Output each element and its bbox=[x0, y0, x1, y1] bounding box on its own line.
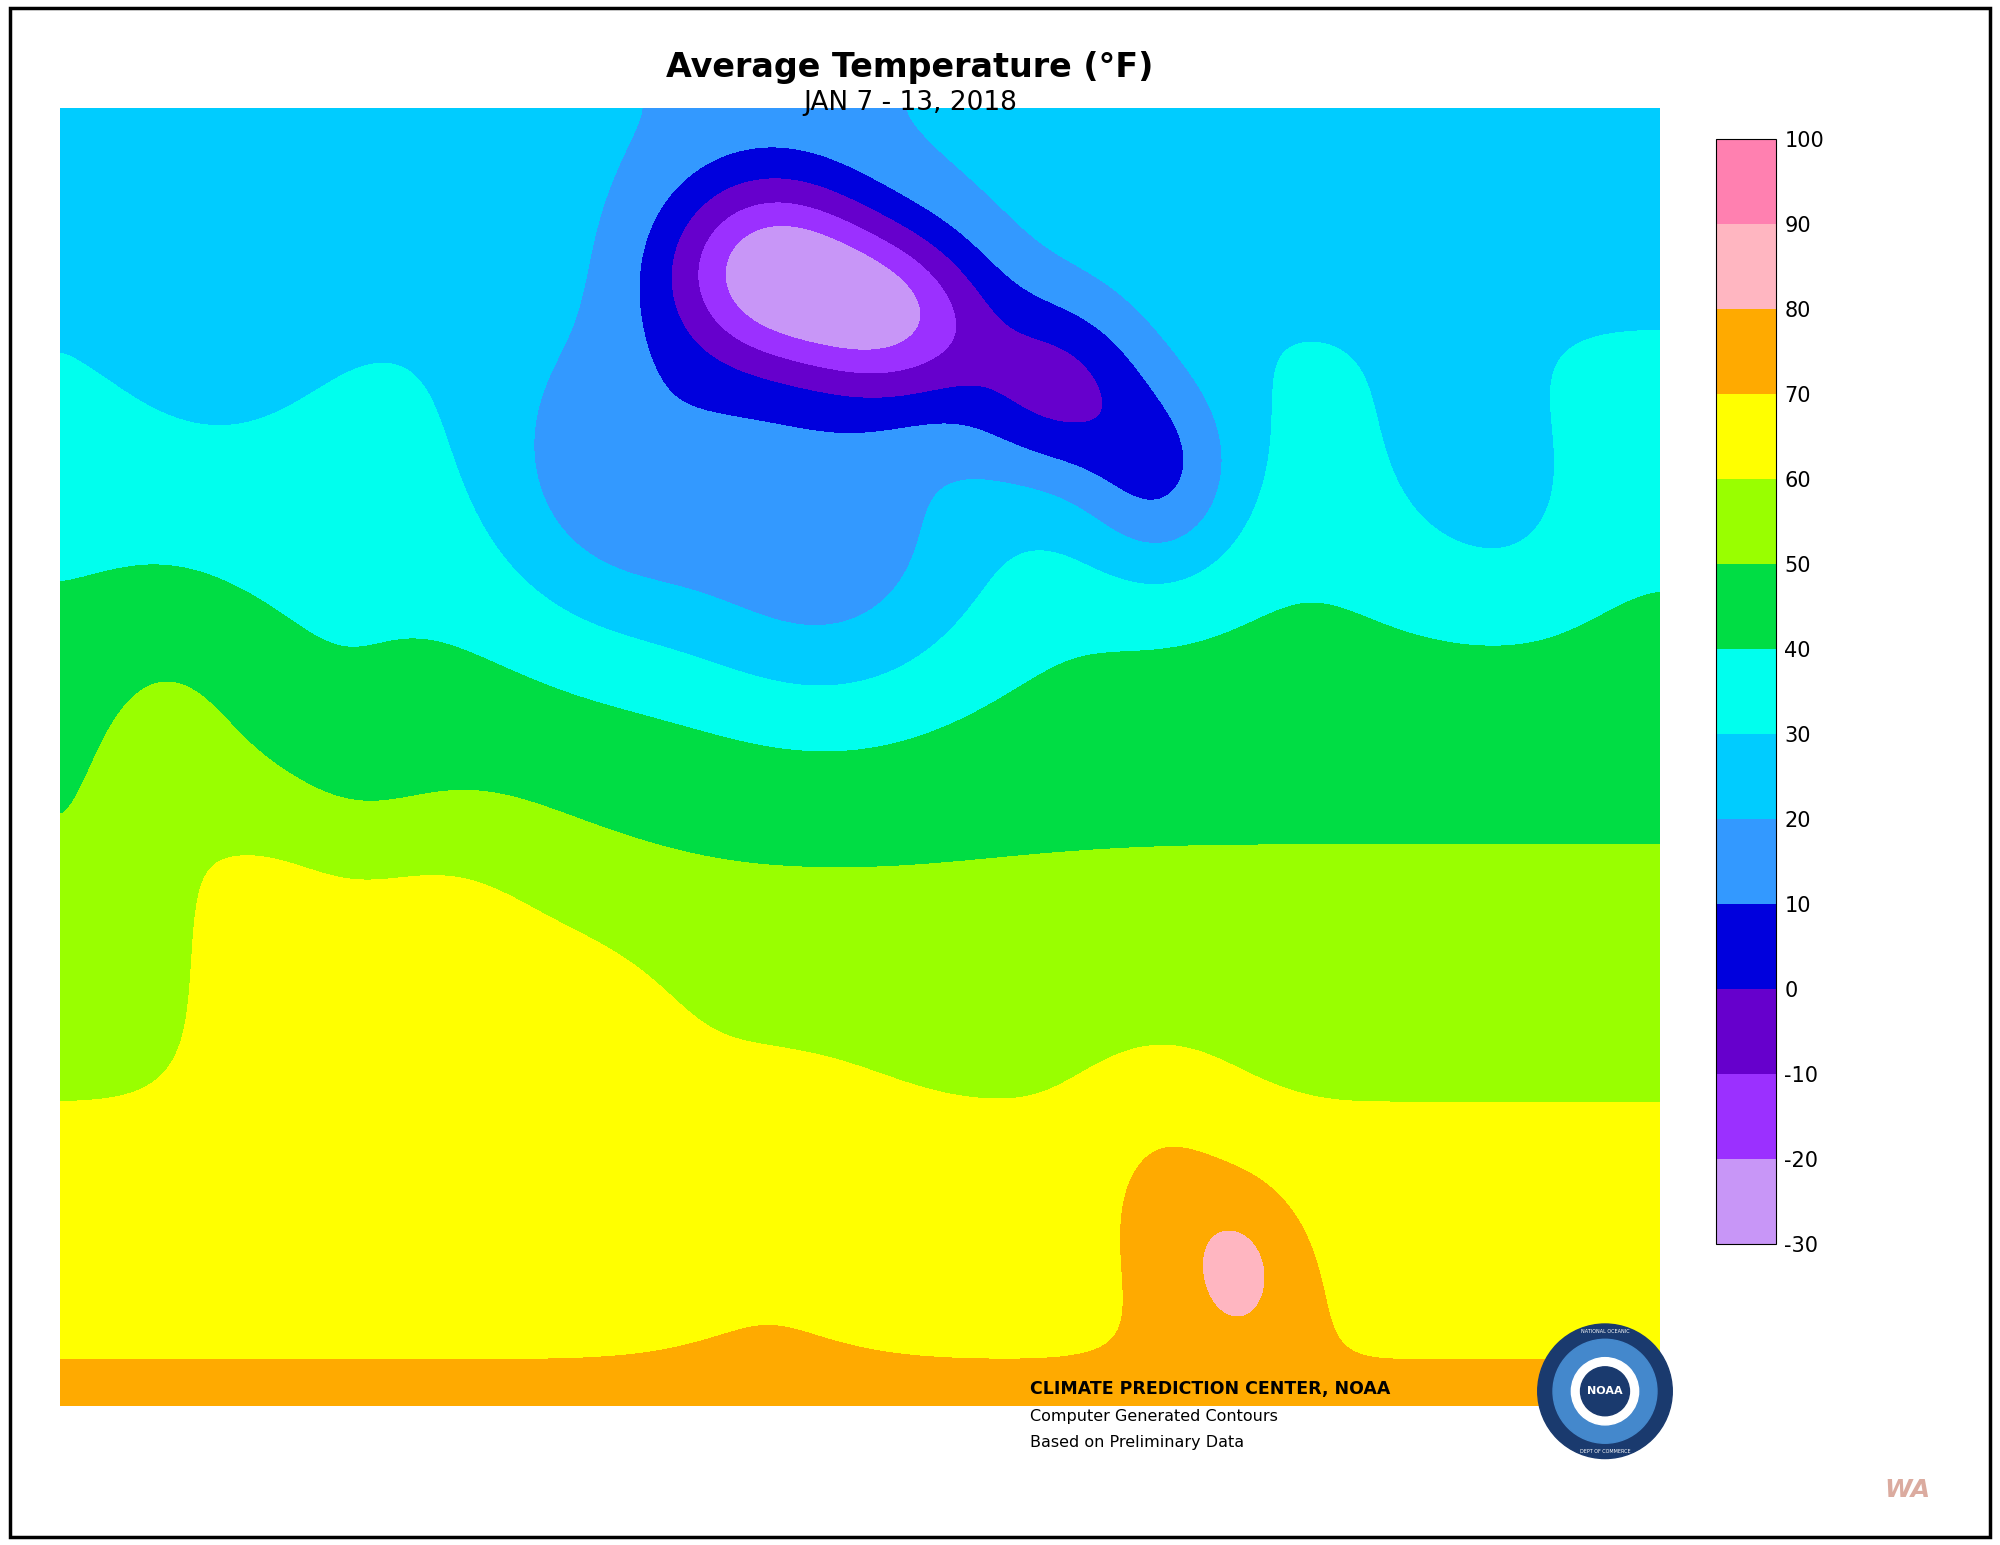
Circle shape bbox=[1538, 1324, 1672, 1458]
Text: Based on Preliminary Data: Based on Preliminary Data bbox=[1030, 1435, 1244, 1451]
Text: Average Temperature (°F): Average Temperature (°F) bbox=[666, 51, 1154, 83]
Circle shape bbox=[1572, 1358, 1638, 1424]
Text: WA: WA bbox=[1884, 1477, 1930, 1502]
Text: NATIONAL OCEANIC: NATIONAL OCEANIC bbox=[1580, 1329, 1630, 1333]
Text: DEPT OF COMMERCE: DEPT OF COMMERCE bbox=[1580, 1449, 1630, 1454]
Text: Computer Generated Contours: Computer Generated Contours bbox=[1030, 1409, 1278, 1424]
Text: JAN 7 - 13, 2018: JAN 7 - 13, 2018 bbox=[804, 90, 1016, 116]
Circle shape bbox=[1554, 1340, 1656, 1443]
Text: CLIMATE PREDICTION CENTER, NOAA: CLIMATE PREDICTION CENTER, NOAA bbox=[1030, 1380, 1390, 1398]
Text: NOAA: NOAA bbox=[1588, 1386, 1622, 1397]
Circle shape bbox=[1580, 1367, 1630, 1415]
